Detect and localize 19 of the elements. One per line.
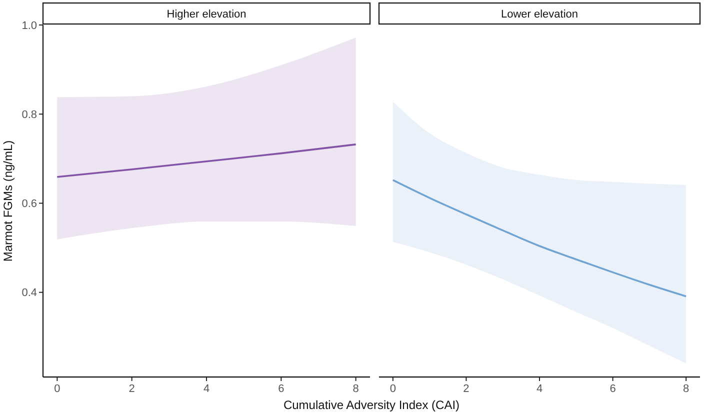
line-series <box>56 144 357 178</box>
x-tick-label: 6 <box>610 383 616 395</box>
x-tick-label: 2 <box>463 383 470 395</box>
y-axis-title: Marmot FGMs (ng/mL) <box>1 140 15 262</box>
chart-title: Lower elevation <box>500 8 578 20</box>
x-tick-label: 4 <box>203 383 210 395</box>
y-tick-label: 0.8 <box>22 108 37 121</box>
y-tick-label: 0.4 <box>22 287 37 300</box>
y-tick-label: 0.6 <box>22 198 37 210</box>
x-tick-label: 8 <box>683 383 690 395</box>
x-tick-label: 4 <box>536 383 543 395</box>
x-tick-label: 6 <box>278 383 284 395</box>
y-tick-label: 1.0 <box>22 20 37 32</box>
x-tick-label: 2 <box>128 383 135 395</box>
chart-title: Higher elevation <box>166 8 246 20</box>
x-axis-title: Cumulative Adversity Index (CAI) <box>283 398 460 412</box>
x-tick-label: 0 <box>390 383 396 395</box>
x-tick-label: 8 <box>352 383 359 395</box>
x-tick-label: 0 <box>54 383 60 395</box>
